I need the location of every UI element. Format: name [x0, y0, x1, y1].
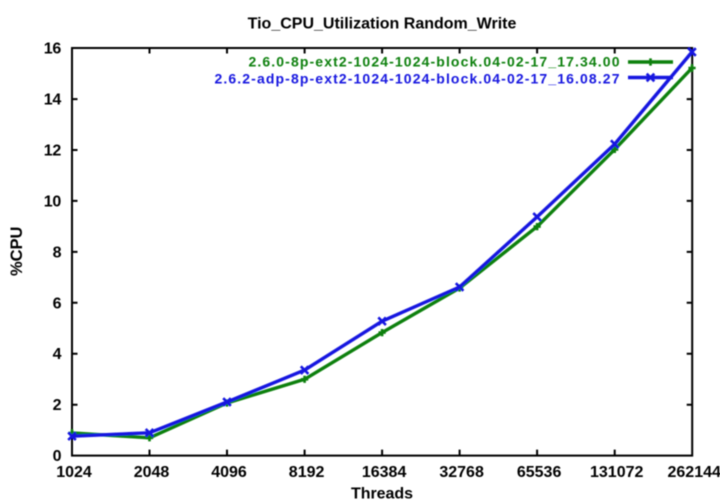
svg-text:12: 12 — [44, 143, 62, 160]
svg-text:16384: 16384 — [362, 464, 407, 481]
svg-text:131072: 131072 — [590, 464, 643, 481]
svg-text:%CPU: %CPU — [8, 227, 26, 277]
svg-text:65536: 65536 — [517, 464, 562, 481]
svg-text:16: 16 — [44, 41, 62, 58]
svg-text:2.6.0-8p-ext2-1024-1024-block.: 2.6.0-8p-ext2-1024-1024-block.04-02-17_1… — [249, 54, 620, 70]
svg-text:8: 8 — [53, 244, 62, 261]
svg-text:0: 0 — [53, 448, 62, 465]
svg-text:Threads: Threads — [351, 485, 413, 502]
svg-text:262144: 262144 — [668, 464, 720, 481]
svg-text:2: 2 — [53, 397, 62, 414]
svg-text:4096: 4096 — [211, 464, 247, 481]
svg-text:Tio_CPU_Utilization Random_Wri: Tio_CPU_Utilization Random_Write — [248, 15, 517, 32]
svg-text:10: 10 — [44, 193, 62, 210]
svg-text:32768: 32768 — [439, 464, 484, 481]
svg-text:4: 4 — [53, 346, 62, 363]
svg-text:2.6.2-adp-8p-ext2-1024-1024-bl: 2.6.2-adp-8p-ext2-1024-1024-block.04-02-… — [215, 70, 620, 86]
svg-text:8192: 8192 — [289, 464, 325, 481]
svg-text:1024: 1024 — [56, 464, 92, 481]
svg-text:14: 14 — [44, 92, 62, 109]
svg-text:2048: 2048 — [134, 464, 170, 481]
svg-text:6: 6 — [53, 295, 62, 312]
